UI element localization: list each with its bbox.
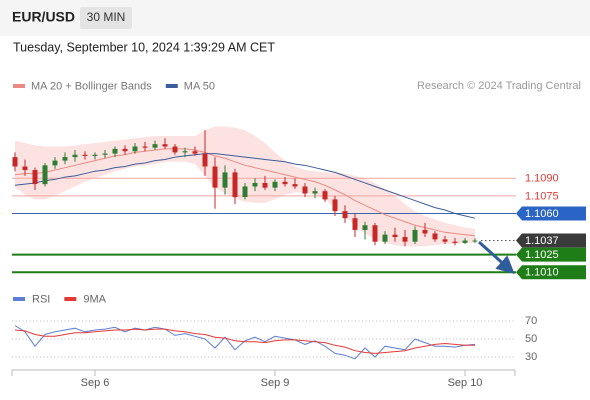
candle-body [332, 199, 338, 212]
plot: 1.1090 1.1075 1.1060 1.1037 1.1025 1.1010 MA 2… [12, 80, 586, 389]
y-tick-label: 70 [525, 315, 537, 327]
legend-label: MA 50 [184, 80, 215, 92]
candle-body [272, 181, 278, 188]
level-label: 1.1010 [525, 267, 559, 279]
candle-body [182, 151, 188, 153]
timeframe-badge [80, 7, 132, 29]
candle-body [432, 233, 438, 240]
candle-body [162, 144, 168, 147]
candle-body [252, 182, 258, 187]
candle-body [142, 146, 148, 148]
candle-body [472, 240, 478, 242]
level-label: 1.1060 [525, 208, 559, 220]
level-label: 1.1075 [525, 190, 559, 202]
candle-body [392, 234, 398, 237]
forecast-arrow [477, 240, 515, 275]
candle-body [42, 165, 48, 185]
timestamp: Tuesday, September 10, 2024 1:39:29 AM C… [13, 40, 275, 54]
candle-body [342, 211, 348, 219]
legend-label: MA 20 + Bollinger Bands [31, 80, 152, 92]
level-box [516, 247, 586, 262]
candle-body [232, 172, 238, 198]
candle-body [352, 218, 358, 230]
level-label: 1.1037 [525, 235, 559, 247]
y-tick-label: 30 [525, 351, 537, 363]
ma-line [14, 153, 476, 219]
y-tick-label: 50 [525, 333, 537, 345]
candle-body [152, 144, 158, 148]
candle-body [282, 181, 288, 185]
indicator-line [14, 325, 476, 360]
credit: Research © 2024 Trading Central [417, 80, 581, 92]
candle-body [322, 191, 328, 200]
legend-label: 9MA [83, 293, 106, 305]
x-tick-label: Sep 9 [261, 377, 290, 389]
candle-body [452, 241, 458, 243]
candle-body [192, 151, 198, 154]
candle-body [62, 157, 68, 161]
candle-body [82, 154, 88, 156]
candle-body [292, 184, 298, 187]
candle-body [72, 154, 78, 158]
symbol: EUR/USD [12, 9, 75, 25]
legend-swatch [64, 297, 77, 301]
candle-body [32, 170, 38, 185]
indicator-line [14, 328, 475, 354]
legend-swatch [13, 84, 25, 88]
x-tick-label: Sep 6 [81, 377, 110, 389]
candle-body [222, 172, 228, 188]
candle-body [382, 234, 388, 242]
candle-body [92, 154, 98, 156]
candle-body [12, 157, 18, 167]
timeframe: 30 MIN [87, 10, 126, 24]
candle-body [112, 148, 118, 154]
legend-swatch [165, 84, 178, 88]
candle-body [302, 186, 308, 194]
legend-swatch [13, 297, 25, 301]
candle-body [122, 148, 128, 152]
candle-body [212, 166, 218, 188]
ma-line [14, 148, 476, 237]
candle-body [412, 229, 418, 242]
x-tick-label: Sep 10 [448, 377, 483, 389]
candle-body [372, 225, 378, 242]
level-box [516, 265, 586, 280]
candle-body [422, 229, 428, 234]
candle-body [402, 237, 408, 242]
candle-body [102, 153, 108, 155]
candle-body [172, 146, 178, 153]
level-box [516, 206, 586, 221]
candle-body [52, 160, 58, 166]
candle-body [242, 186, 248, 198]
level-label: 1.1025 [525, 249, 559, 261]
legend-label: RSI [32, 293, 50, 305]
level-label: 1.1090 [525, 173, 559, 185]
candle-body [362, 225, 368, 230]
candle-body [132, 146, 138, 152]
candle-body [22, 166, 28, 171]
candle-body [462, 240, 468, 243]
candle-body [442, 239, 448, 242]
candle-body [202, 153, 208, 167]
candle-body [312, 191, 318, 194]
level-box [516, 233, 586, 248]
candle-body [262, 182, 268, 188]
